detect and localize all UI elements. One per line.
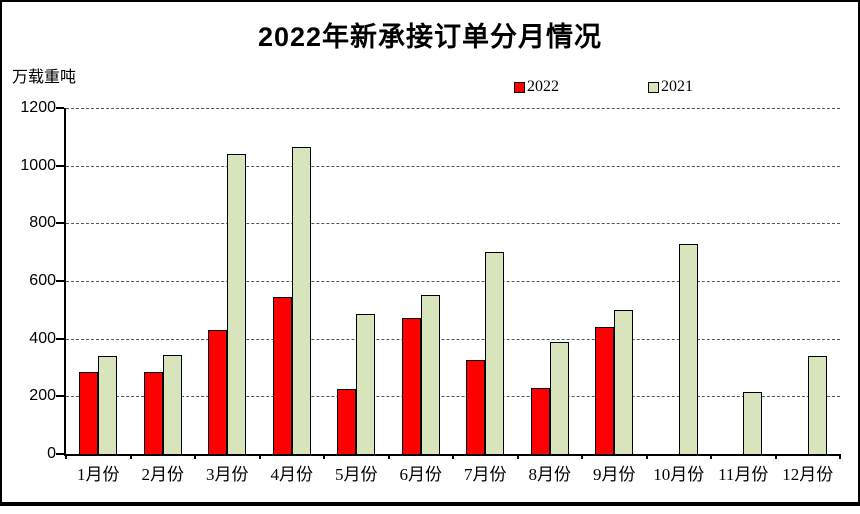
y-axis-tick-200 (56, 395, 64, 398)
bar-2022-month-9 (595, 327, 615, 454)
x-axis-label-8月份: 8月份 (528, 465, 572, 484)
x-axis-tick-4 (323, 454, 325, 459)
y-axis-line (64, 108, 66, 454)
x-axis-label-10月份: 10月份 (653, 465, 705, 484)
bar-2021-month-5 (356, 314, 376, 454)
x-axis-label-7月份: 7月份 (464, 465, 507, 484)
bar-2022-month-8 (530, 387, 550, 454)
y-axis-label-1000: 1000 (20, 156, 56, 174)
gridline-1000 (66, 165, 840, 167)
x-axis-label-6月份: 6月份 (399, 465, 443, 484)
y-axis-tick-800 (56, 222, 64, 225)
bar-2021-month-10 (678, 243, 698, 454)
y-axis-unit-label: 万载重吨 (12, 69, 77, 86)
bar-2022-month-7 (466, 360, 486, 454)
legend-swatch-2021 (648, 81, 659, 93)
legend-item-2022: 2022 (514, 78, 559, 96)
bar-2021-month-4 (291, 146, 311, 454)
x-axis-label-2月份: 2月份 (141, 465, 185, 484)
gridline-200 (66, 396, 840, 398)
x-axis-label-5月份: 5月份 (335, 465, 378, 484)
bar-2021-month-8 (549, 341, 569, 454)
x-axis-tick-9 (645, 454, 648, 459)
x-axis-label-11月份: 11月份 (718, 465, 769, 484)
bar-2022-month-2 (143, 371, 163, 454)
y-axis-label-800: 800 (29, 214, 56, 232)
bar-2022-month-4 (272, 296, 292, 454)
y-axis-label-200: 200 (29, 387, 56, 405)
y-axis-label-0: 0 (47, 445, 56, 462)
legend-swatch-2022 (514, 81, 525, 93)
plot-area: 0 200 400 600 800 1000 1200 1月份 2月份 3月份 4月份 5月份 6月份 7… (20, 99, 841, 484)
x-axis-tick-0 (65, 454, 67, 459)
x-axis-label-3月份: 3月份 (206, 465, 249, 484)
x-axis-tick-10 (710, 454, 712, 459)
bar-2022-month-3 (208, 330, 228, 454)
bar-2021-month-12 (807, 355, 827, 454)
bar-2021-month-2 (162, 354, 182, 454)
bar-2021-month-7 (485, 252, 505, 454)
gridline-800 (66, 223, 840, 225)
x-axis-tick-6 (452, 454, 454, 459)
gridline-1200 (66, 108, 840, 109)
y-axis-tick-1200 (56, 107, 64, 109)
x-axis-tick-1 (129, 454, 132, 459)
bar-2022-month-1 (79, 371, 99, 454)
bar-2022-month-6 (401, 318, 421, 454)
x-axis-tick-7 (516, 454, 519, 459)
x-axis-label-9月份: 9月份 (593, 465, 636, 484)
bar-2021-month-3 (227, 154, 247, 454)
legend-item-2021: 2021 (648, 78, 693, 96)
bar-2021-month-11 (743, 392, 763, 454)
gridline-400 (66, 338, 840, 340)
gridline-600 (66, 281, 840, 282)
x-axis-tick-12 (839, 454, 841, 459)
y-axis-label-1200: 1200 (20, 99, 56, 116)
x-axis-tick-2 (194, 454, 196, 459)
y-axis-label-600: 600 (29, 272, 56, 289)
chart-title: 2022年新承接订单分月情况 (257, 22, 603, 52)
x-axis-label-4月份: 4月份 (270, 465, 314, 484)
x-axis-label-1月份: 1月份 (77, 465, 120, 484)
x-axis-tick-8 (581, 454, 583, 459)
x-axis-tick-5 (387, 454, 390, 459)
x-axis-tick-3 (258, 454, 261, 459)
legend-label-2021: 2021 (661, 78, 693, 95)
bar-2021-month-9 (614, 309, 634, 454)
y-axis-tick-0 (56, 453, 64, 455)
x-axis-label-12月份: 12月份 (782, 465, 834, 484)
y-axis-tick-600 (56, 280, 64, 282)
legend-label-2022: 2022 (527, 78, 559, 95)
y-axis-tick-1000 (56, 164, 64, 167)
legend: 2022 2021 (2, 78, 858, 96)
y-axis-label-400: 400 (29, 329, 56, 347)
x-axis-tick-11 (774, 454, 777, 459)
bar-2021-month-1 (98, 355, 118, 454)
bar-2021-month-6 (420, 295, 440, 454)
y-axis-tick-400 (56, 337, 64, 340)
bar-2022-month-5 (337, 389, 357, 454)
